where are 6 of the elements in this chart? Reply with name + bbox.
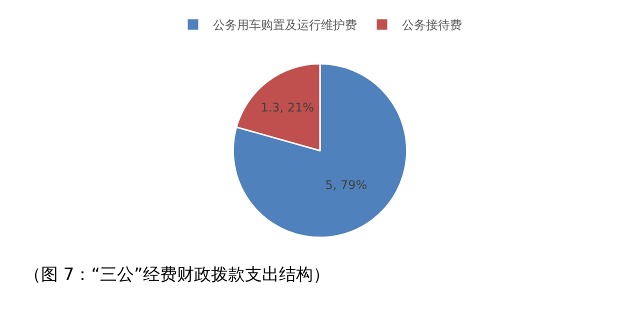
pie-slice: [232, 63, 408, 238]
text: （图 7：“三公”经费财政拨款支出结构）: [24, 265, 330, 285]
legend-label: 公务用车购置及运行维护费: [213, 18, 357, 32]
data-label: 1.3, 21%: [260, 100, 314, 114]
legend-label: 公务接待费: [402, 18, 462, 32]
data-label: 5, 79%: [325, 178, 368, 192]
